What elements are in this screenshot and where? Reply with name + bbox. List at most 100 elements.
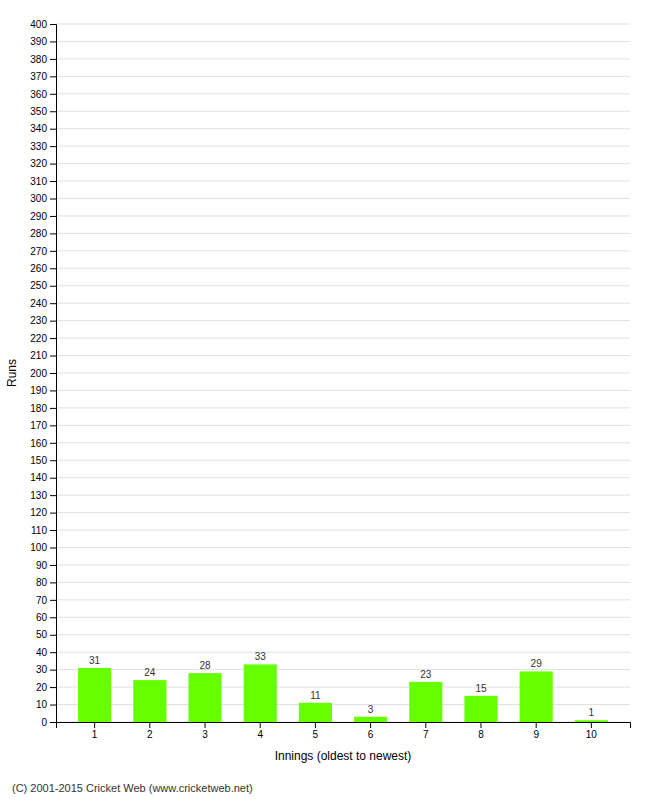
tick-mark xyxy=(50,460,56,461)
grid-line xyxy=(56,198,630,199)
tick: 120 xyxy=(30,507,56,518)
tick-label: 3 xyxy=(202,729,208,740)
tick-label: 9 xyxy=(533,729,539,740)
bar xyxy=(133,680,166,722)
tick-mark xyxy=(50,495,56,496)
tick: 170 xyxy=(30,420,56,431)
tick-mark xyxy=(50,303,56,304)
tick-mark xyxy=(50,722,56,723)
tick-label: 330 xyxy=(30,141,47,152)
plot: 0102030405060708090100110120130140150160… xyxy=(5,19,631,763)
data-label: 1 xyxy=(589,707,595,718)
tick-mark xyxy=(50,356,56,357)
data-labels: 312428331132315291 xyxy=(89,651,595,718)
tick: 2 xyxy=(147,722,153,740)
tick-label: 260 xyxy=(30,263,47,274)
tick: 310 xyxy=(30,176,56,187)
tick-label: 10 xyxy=(586,729,598,740)
bar xyxy=(299,703,332,722)
tick: 90 xyxy=(36,560,56,571)
tick: 370 xyxy=(30,71,56,82)
tick-mark xyxy=(260,722,261,728)
tick-label: 7 xyxy=(423,729,429,740)
tick-label: 210 xyxy=(30,350,47,361)
grid-line xyxy=(56,669,630,670)
grid-line xyxy=(56,285,630,286)
grid-line xyxy=(56,146,630,147)
tick-label: 60 xyxy=(36,612,48,623)
tick: 230 xyxy=(30,315,56,326)
grid-line xyxy=(56,268,630,269)
tick: 200 xyxy=(30,368,56,379)
tick-mark xyxy=(50,408,56,409)
tick: 150 xyxy=(30,455,56,466)
grid-line xyxy=(56,652,630,653)
tick-label: 280 xyxy=(30,228,47,239)
data-label: 11 xyxy=(310,690,321,701)
tick-label: 5 xyxy=(313,729,319,740)
tick: 190 xyxy=(30,385,56,396)
tick-mark xyxy=(50,617,56,618)
tick: 330 xyxy=(30,141,56,152)
tick-label: 40 xyxy=(36,647,48,658)
bar xyxy=(244,664,277,722)
grid-line xyxy=(56,530,630,531)
grid-line xyxy=(56,373,630,374)
tick-label: 180 xyxy=(30,403,47,414)
tick: 30 xyxy=(36,664,56,675)
tick: 360 xyxy=(30,89,56,100)
tick-mark xyxy=(50,635,56,636)
tick: 7 xyxy=(423,722,429,740)
tick-label: 120 xyxy=(30,507,47,518)
tick: 1 xyxy=(92,722,98,740)
tick: 380 xyxy=(30,54,56,65)
tick-label: 390 xyxy=(30,36,47,47)
axis-line xyxy=(50,25,57,723)
tick-mark xyxy=(50,513,56,514)
tick-mark xyxy=(50,251,56,252)
tick: 10 xyxy=(36,699,56,710)
grid-line xyxy=(56,111,630,112)
tick-label: 30 xyxy=(36,664,48,675)
tick-label: 250 xyxy=(30,280,47,291)
tick-label: 2 xyxy=(147,729,153,740)
tick-mark xyxy=(50,338,56,339)
x-axis: 12345678910 xyxy=(57,722,631,740)
tick: 290 xyxy=(30,211,56,222)
tick-label: 200 xyxy=(30,368,47,379)
tick-label: 310 xyxy=(30,176,47,187)
tick-label: 320 xyxy=(30,158,47,169)
tick-mark xyxy=(50,164,56,165)
grid-line xyxy=(56,233,630,234)
tick-label: 80 xyxy=(36,577,48,588)
tick-mark xyxy=(50,41,56,42)
tick-mark xyxy=(50,443,56,444)
grid-line xyxy=(56,582,630,583)
tick: 40 xyxy=(36,647,56,658)
data-label: 33 xyxy=(255,651,267,662)
tick-label: 10 xyxy=(36,699,48,710)
grid-line xyxy=(56,460,630,461)
tick: 100 xyxy=(30,542,56,553)
tick-label: 150 xyxy=(30,455,47,466)
axis-line xyxy=(57,723,631,729)
tick: 3 xyxy=(202,722,208,740)
grid-line xyxy=(56,250,630,251)
grid-line xyxy=(56,320,630,321)
tick-mark xyxy=(50,94,56,95)
tick: 260 xyxy=(30,263,56,274)
bar xyxy=(464,696,497,722)
grid-line xyxy=(56,58,630,59)
tick-label: 100 xyxy=(30,542,47,553)
tick-mark xyxy=(425,722,426,728)
data-label: 28 xyxy=(199,660,211,671)
tick-label: 140 xyxy=(30,472,47,483)
tick: 10 xyxy=(586,722,598,740)
chart: 0102030405060708090100110120130140150160… xyxy=(0,0,650,800)
tick-mark xyxy=(370,722,371,728)
tick-label: 380 xyxy=(30,54,47,65)
tick-label: 130 xyxy=(30,490,47,501)
tick: 220 xyxy=(30,333,56,344)
tick-mark xyxy=(50,652,56,653)
tick-mark xyxy=(315,722,316,728)
